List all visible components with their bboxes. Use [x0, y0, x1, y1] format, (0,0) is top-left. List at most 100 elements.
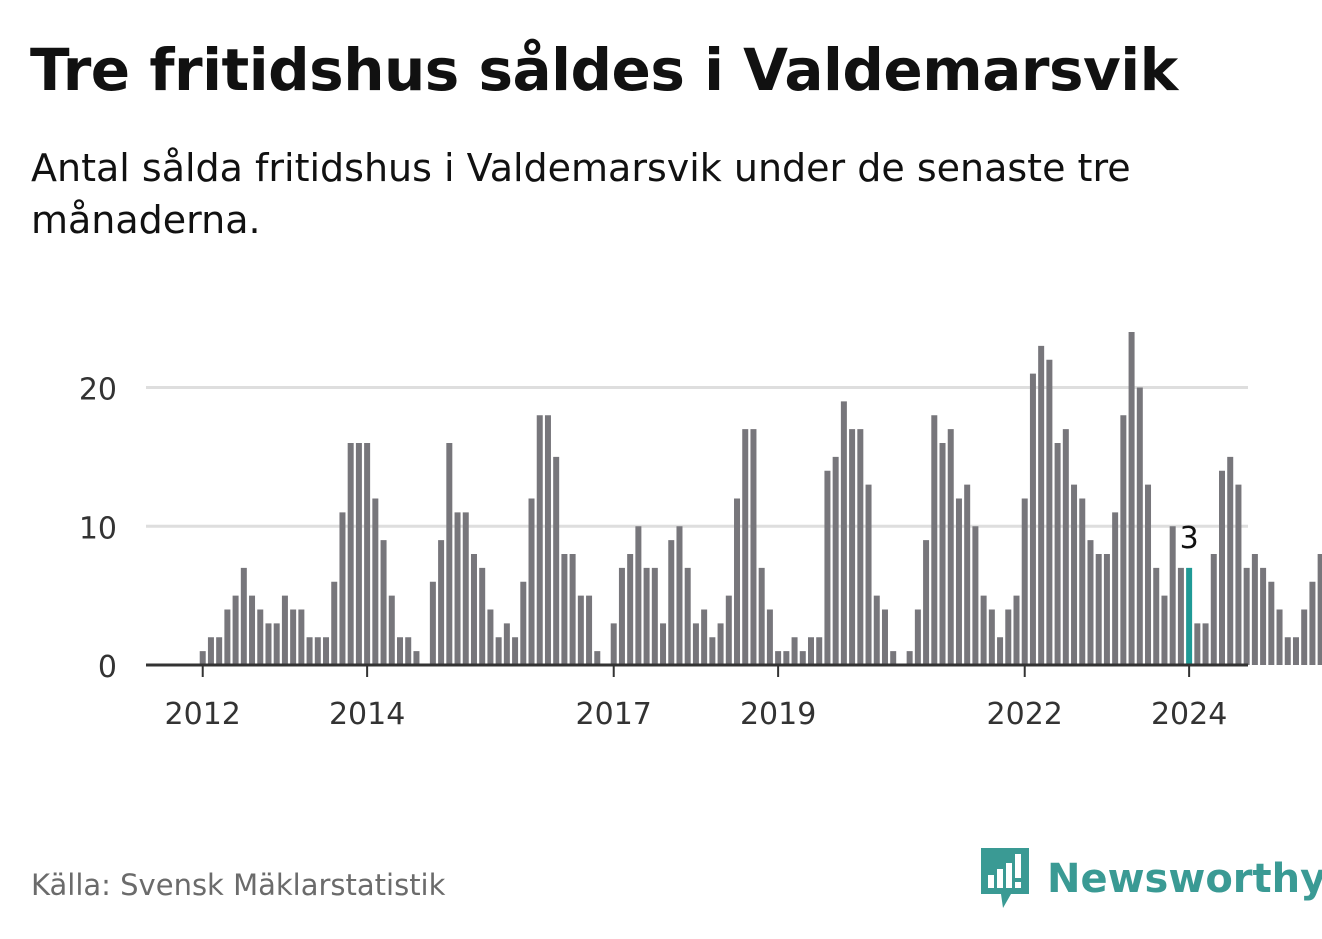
bar [791, 637, 798, 665]
bar [808, 637, 814, 665]
bar [1054, 443, 1061, 665]
bar [199, 651, 206, 665]
source-note: Källa: Svensk Mäklarstatistik [31, 868, 446, 902]
bar [725, 595, 732, 665]
bar [454, 512, 461, 665]
bar [232, 595, 239, 665]
bar [462, 512, 469, 665]
bar [1243, 567, 1250, 665]
bar [446, 443, 453, 665]
bar-chart-speech-bubble-icon [981, 848, 1029, 908]
x-tick-label: 2017 [576, 697, 652, 732]
bar [479, 567, 486, 665]
bar [931, 415, 938, 665]
bar [1210, 554, 1217, 665]
bar [347, 443, 354, 665]
bar [799, 651, 806, 665]
bar [553, 456, 560, 665]
bar [914, 609, 921, 665]
logo-text: Newsworthy [1047, 856, 1322, 902]
bar [1046, 359, 1053, 665]
bar [224, 609, 231, 665]
bar [388, 595, 395, 665]
bar [594, 651, 601, 665]
bar [627, 554, 634, 665]
bar [257, 609, 264, 665]
bar [323, 637, 330, 665]
bar [1029, 373, 1036, 665]
bar [643, 567, 650, 665]
bar [314, 637, 321, 665]
bar [1038, 345, 1045, 665]
bar [561, 554, 568, 665]
bar [1128, 332, 1135, 665]
bar [955, 498, 962, 665]
bar [668, 540, 675, 665]
chart-subtitle: Antal sålda fritidshus i Valdemarsvik un… [31, 146, 1131, 242]
bar [1301, 609, 1308, 665]
bar [569, 554, 576, 665]
bar [849, 429, 856, 665]
bar [240, 567, 247, 665]
highlight-data-label: 3 [1180, 521, 1199, 556]
bar [265, 623, 272, 665]
bar [980, 595, 987, 665]
x-tick-label: 2014 [329, 697, 405, 732]
bar [701, 609, 708, 665]
bar [1268, 581, 1275, 665]
bar [997, 637, 1004, 665]
bar [618, 567, 625, 665]
bar [273, 623, 280, 665]
bar [1309, 581, 1316, 665]
bar [766, 609, 773, 665]
bar [1161, 595, 1168, 665]
bars-layer [199, 332, 1322, 665]
bar [290, 609, 297, 665]
bar [824, 470, 831, 665]
bar [923, 540, 930, 665]
bar [840, 401, 847, 665]
bar [692, 623, 699, 665]
bar [1103, 554, 1110, 665]
bar [1202, 623, 1209, 665]
bar [487, 609, 494, 665]
bar [544, 415, 551, 665]
bar [1284, 637, 1291, 665]
newsworthy-logo[interactable]: Newsworthy [981, 848, 1322, 910]
bar [1145, 484, 1152, 665]
bar [742, 429, 749, 665]
chart-title: Tre fritidshus såldes i Valdemarsvik [30, 36, 1178, 104]
bar [405, 637, 412, 665]
bar [750, 429, 757, 665]
x-tick-label: 2024 [1151, 697, 1227, 732]
bar [1219, 470, 1225, 665]
bar [298, 609, 305, 665]
bar [857, 429, 864, 665]
bar [438, 540, 445, 665]
bar [1005, 609, 1012, 665]
y-tick-label: 20 [79, 373, 117, 408]
bar [890, 651, 897, 665]
bar-highlight [1186, 567, 1193, 665]
bar [1087, 540, 1094, 665]
bar [380, 540, 387, 665]
bar [331, 581, 338, 665]
bar [216, 637, 223, 665]
bar [1276, 609, 1283, 665]
bar [413, 651, 420, 665]
bar [865, 484, 872, 665]
bar [512, 637, 519, 665]
bar [520, 581, 527, 665]
bar [372, 498, 379, 665]
bar [964, 484, 971, 665]
bar [873, 595, 880, 665]
bar [1177, 567, 1184, 665]
bar [1062, 429, 1069, 665]
x-tick-label: 2012 [165, 697, 241, 732]
bar [339, 512, 346, 665]
bar [758, 567, 765, 665]
bar [1194, 623, 1201, 665]
y-tick-label: 10 [79, 511, 117, 546]
bar [503, 623, 510, 665]
